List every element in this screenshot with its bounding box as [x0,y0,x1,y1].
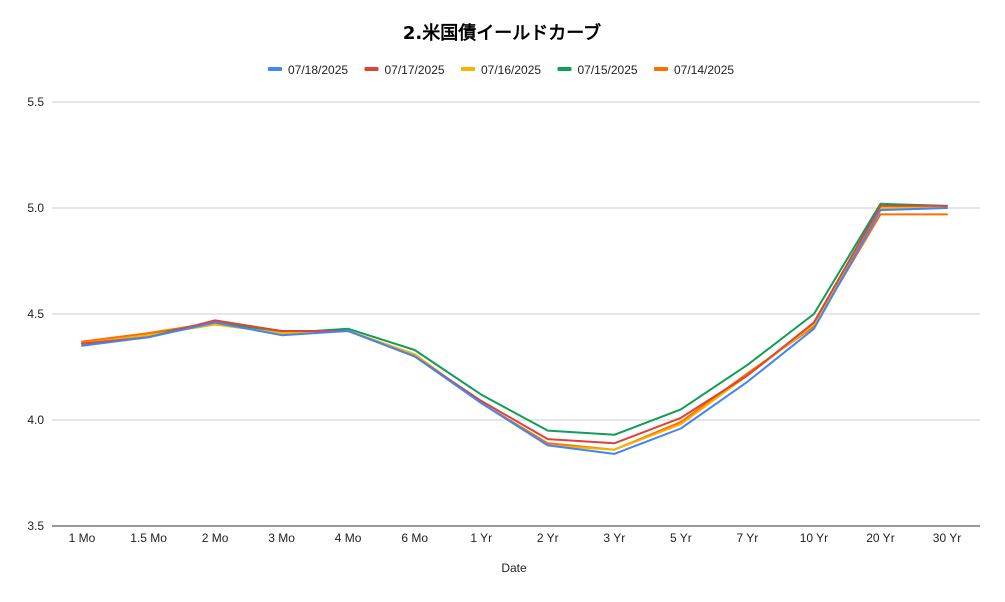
x-tick-label: 2 Mo [202,531,229,545]
legend-swatch [654,67,668,71]
legend-swatch [364,67,379,71]
x-tick-label: 1.5 Mo [130,531,167,545]
x-tick-label: 5 Yr [670,531,692,545]
x-tick-label: 2 Yr [537,531,559,545]
x-axis-ticks: 1 Mo 1.5 Mo 2 Mo 3 Mo 4 Mo 6 Mo 1 Yr 2 Yr 3 Yr 5 … [69,531,962,545]
y-tick-label: 5.0 [27,201,44,215]
y-tick-label: 4.0 [27,413,44,427]
legend-label: 07/14/2025 [674,63,734,77]
legend-label: 07/15/2025 [578,63,638,77]
x-tick-label: 30 Yr [933,531,961,545]
x-tick-label: 3 Yr [603,531,625,545]
x-tick-label: 4 Mo [335,531,362,545]
series-line [81,204,948,445]
x-tick-label: 1 Mo [69,531,96,545]
x-tick-label: 10 Yr [800,531,828,545]
legend: 07/18/2025 07/17/2025 07/16/2025 07/15/2025… [268,63,734,77]
x-tick-label: 7 Yr [736,531,758,545]
x-axis-label: Date [501,561,527,575]
legend-label: 07/18/2025 [288,63,348,77]
series-line [81,207,948,455]
legend-swatch [461,67,475,71]
y-tick-label: 3.5 [27,519,44,533]
x-tick-label: 1 Yr [470,531,492,545]
y-tick-label: 4.5 [27,307,44,321]
legend-swatch [268,67,282,71]
series-lines [81,202,948,455]
x-tick-label: 6 Mo [401,531,428,545]
chart-title: 2.米国債イールドカーブ [403,22,601,44]
legend-swatch [557,67,572,71]
y-tick-label: 5.5 [27,95,44,109]
legend-label: 07/17/2025 [385,63,445,77]
x-tick-label: 20 Yr [866,531,894,545]
legend-label: 07/16/2025 [481,63,541,77]
y-axis-ticks: 3.5 4.0 4.5 5.0 5.5 [27,95,44,533]
x-tick-label: 3 Mo [268,531,295,545]
